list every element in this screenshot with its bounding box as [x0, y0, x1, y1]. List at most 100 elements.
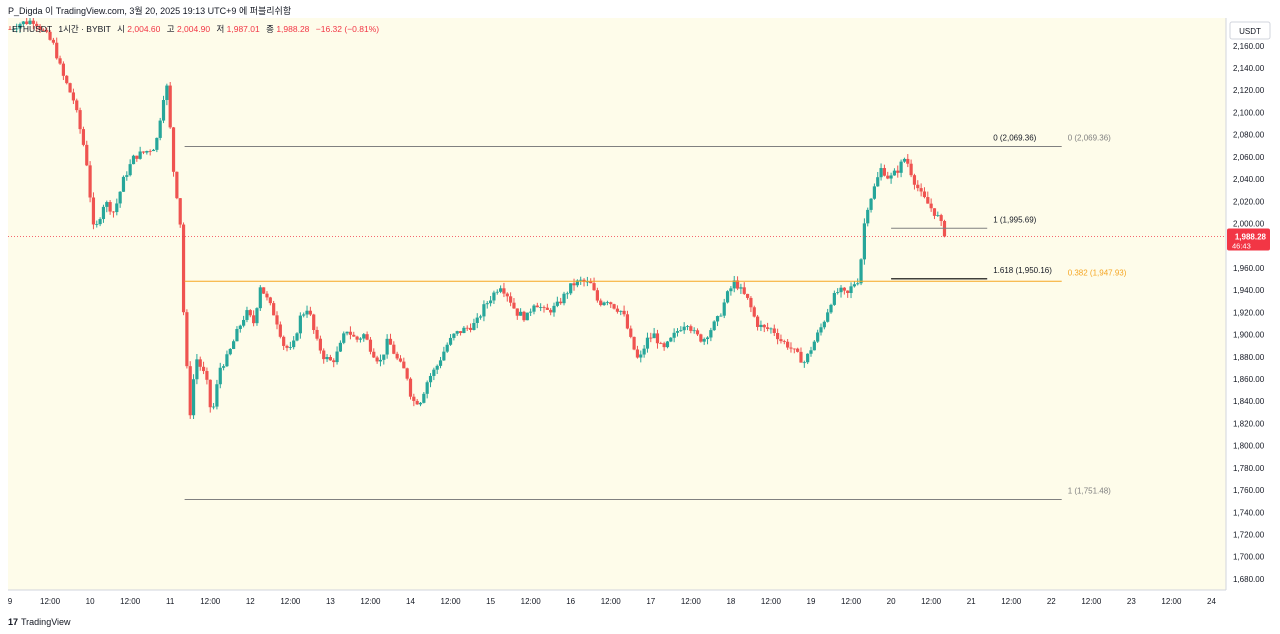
candle-body: [645, 337, 650, 349]
candle: [205, 367, 209, 385]
candle-body: [709, 330, 713, 338]
time-axis[interactable]: 9 12:00 10 12:00 11 12:00 12 12:00 13 12:00 14 12:0…: [8, 597, 1217, 606]
candle-body: [488, 300, 493, 304]
candle-body: [465, 327, 469, 329]
candle: [65, 75, 69, 85]
candle-body: [592, 283, 596, 291]
candle-body: [635, 349, 640, 358]
candle-body: [879, 168, 883, 178]
candle: [752, 305, 756, 318]
candle-body: [121, 176, 126, 192]
legend-open-label: 시: [117, 24, 125, 34]
candle-body: [448, 337, 453, 345]
candle-body: [595, 290, 599, 301]
candle-body: [372, 351, 376, 358]
candle: [796, 347, 800, 353]
candle-body: [505, 293, 509, 297]
candle: [131, 154, 136, 165]
candles: [8, 18, 947, 420]
candle-body: [866, 209, 870, 224]
candle: [609, 301, 613, 308]
fib-extension-minor[interactable]: 0 (2,069.36) 1 (1,995.69) 1.618 (1,950.16): [891, 133, 1052, 280]
candle: [762, 324, 766, 333]
last-price-badge-box: [1227, 228, 1270, 251]
candle: [438, 356, 443, 369]
candle-body: [732, 280, 736, 289]
candle-body: [689, 326, 693, 331]
candle-body: [232, 341, 236, 349]
candle: [85, 140, 89, 167]
candle: [916, 180, 920, 192]
candle: [328, 354, 332, 361]
candle: [559, 297, 563, 305]
candle: [368, 336, 373, 355]
candle: [549, 308, 553, 316]
candle: [522, 310, 526, 322]
candle-body: [539, 307, 543, 308]
candle: [682, 322, 686, 334]
candle-body: [755, 316, 760, 327]
candle: [739, 283, 743, 294]
candle: [655, 329, 660, 349]
candle-body: [255, 308, 259, 324]
candle: [355, 335, 359, 343]
time-tick-label: 12:00: [841, 597, 862, 606]
candle: [649, 332, 653, 343]
candle: [675, 328, 680, 337]
candle-body: [822, 321, 826, 328]
candle-body: [622, 310, 626, 315]
tradingview-logo[interactable]: 17 TradingView: [8, 617, 71, 627]
candle: [325, 354, 329, 363]
candle: [308, 306, 312, 317]
candle: [145, 150, 149, 155]
candle-body: [932, 208, 937, 216]
candle-body: [569, 283, 573, 294]
candle: [158, 117, 162, 141]
candle-body: [148, 150, 152, 152]
candle: [78, 107, 82, 134]
candle-body: [275, 315, 279, 325]
price-chart[interactable]: 0 (2,069.36) 0.382 (1,947.93) 1 (1,751.48)…: [0, 18, 1280, 612]
candle: [288, 341, 292, 350]
candle: [856, 278, 860, 286]
candle-body: [468, 327, 473, 330]
candle: [685, 325, 690, 331]
candle-body: [222, 366, 226, 368]
candle: [846, 290, 850, 298]
candle-body: [191, 379, 196, 416]
candle-body: [51, 39, 55, 43]
candle: [31, 18, 35, 30]
candle: [422, 392, 426, 404]
currency-box[interactable]: [1229, 21, 1271, 40]
candle-body: [258, 287, 262, 309]
time-tick-label: 12:00: [360, 597, 381, 606]
candle: [41, 28, 45, 32]
candle-body: [719, 315, 723, 317]
candle-body: [75, 100, 79, 111]
candle-body: [806, 353, 810, 363]
candle: [278, 321, 282, 339]
candle-body: [422, 393, 426, 403]
price-axis[interactable]: USDT 2,160.00 2,140.00 2,120.00 2,100.00 2,0…: [1229, 21, 1271, 584]
candle-body: [819, 327, 823, 333]
price-tick-label: 1,820.00: [1233, 419, 1265, 428]
candle: [178, 197, 182, 228]
time-tick-label: 12:00: [521, 597, 542, 606]
candle: [372, 348, 376, 359]
candle: [906, 154, 910, 168]
legend-low-label: 저: [216, 24, 224, 34]
fib-retracement-major[interactable]: 0 (2,069.36) 0.382 (1,947.93) 1 (1,751.48): [184, 133, 1127, 501]
candle: [125, 171, 129, 181]
candle-body: [11, 29, 15, 30]
candle: [268, 296, 272, 306]
candle: [8, 25, 12, 30]
candle: [135, 155, 139, 162]
candle: [745, 293, 750, 300]
candle-body: [442, 351, 446, 361]
candle: [535, 302, 539, 308]
candle-body: [605, 302, 610, 304]
candle-body: [228, 348, 232, 355]
candle-body: [589, 281, 593, 284]
candle: [465, 325, 469, 331]
candle: [912, 173, 917, 190]
